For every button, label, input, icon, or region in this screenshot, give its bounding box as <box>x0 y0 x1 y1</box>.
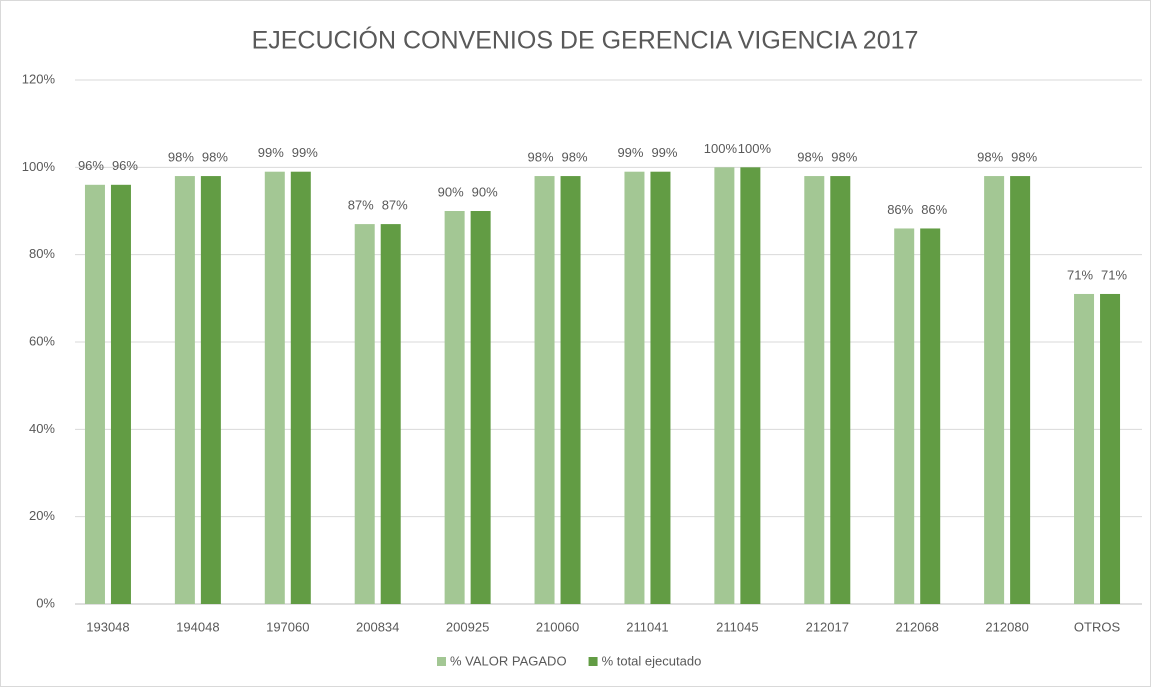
data-label: 71% <box>1067 267 1093 282</box>
legend-swatch <box>437 657 446 666</box>
data-label: 100% <box>738 141 772 156</box>
x-tick-label: 212080 <box>985 619 1028 634</box>
data-label: 96% <box>78 158 104 173</box>
x-tick-label: 193048 <box>86 619 129 634</box>
data-label: 100% <box>704 141 738 156</box>
data-label: 98% <box>797 150 823 165</box>
bar <box>380 224 401 604</box>
bar <box>804 176 825 605</box>
chart-title: EJECUCIÓN CONVENIOS DE GERENCIA VIGENCIA… <box>252 26 919 55</box>
y-tick-label: 80% <box>29 246 55 261</box>
y-tick-label: 60% <box>29 333 55 348</box>
x-tick-label: 212017 <box>806 619 849 634</box>
data-label: 90% <box>472 184 498 199</box>
bar <box>354 224 375 604</box>
data-label: 71% <box>1101 267 1127 282</box>
x-tick-label: 210060 <box>536 619 579 634</box>
bar <box>264 171 285 604</box>
y-tick-label: 120% <box>22 71 56 86</box>
x-tick-label: 194048 <box>176 619 219 634</box>
bar <box>84 184 105 605</box>
data-label: 86% <box>921 202 947 217</box>
bar <box>290 171 311 604</box>
data-label: 99% <box>258 145 284 160</box>
data-label: 98% <box>977 150 1003 165</box>
data-label: 98% <box>831 150 857 165</box>
bar <box>110 184 131 605</box>
y-tick-label: 40% <box>29 421 55 436</box>
bar <box>1010 176 1031 605</box>
bar <box>740 167 761 605</box>
bar <box>624 171 645 604</box>
bar <box>650 171 671 604</box>
x-tick-label: OTROS <box>1074 619 1121 634</box>
data-label: 98% <box>202 150 228 165</box>
data-label: 86% <box>887 202 913 217</box>
data-label: 99% <box>617 145 643 160</box>
x-tick-label: 212068 <box>896 619 939 634</box>
bar <box>470 211 491 604</box>
bar <box>714 167 735 605</box>
bar <box>1100 293 1121 604</box>
bar <box>920 228 941 604</box>
bar <box>830 176 851 605</box>
bar <box>1074 293 1095 604</box>
data-label: 98% <box>1011 150 1037 165</box>
bar <box>200 176 221 605</box>
legend-label: % total ejecutado <box>602 653 702 668</box>
legend-swatch <box>588 657 598 666</box>
bar <box>174 176 195 605</box>
data-label: 87% <box>348 198 374 213</box>
x-tick-label: 211041 <box>626 619 668 634</box>
legend-label: % VALOR PAGADO <box>450 653 567 668</box>
data-label: 98% <box>562 150 588 165</box>
data-label: 99% <box>651 145 677 160</box>
x-tick-label: 211045 <box>716 619 758 634</box>
y-tick-label: 20% <box>29 508 55 523</box>
x-tick-label: 200925 <box>446 619 489 634</box>
y-tick-label: 0% <box>36 595 55 610</box>
bar <box>444 211 465 604</box>
data-label: 98% <box>528 150 554 165</box>
x-tick-label: 200834 <box>356 619 399 634</box>
data-label: 90% <box>438 184 464 199</box>
x-tick-label: 197060 <box>266 619 309 634</box>
data-label: 96% <box>112 158 138 173</box>
data-label: 98% <box>168 150 194 165</box>
data-label: 87% <box>382 198 408 213</box>
bar <box>534 176 555 605</box>
bar <box>984 176 1005 605</box>
y-tick-label: 100% <box>22 159 56 174</box>
bar <box>894 228 915 604</box>
data-label: 99% <box>292 145 318 160</box>
bar <box>560 176 581 605</box>
